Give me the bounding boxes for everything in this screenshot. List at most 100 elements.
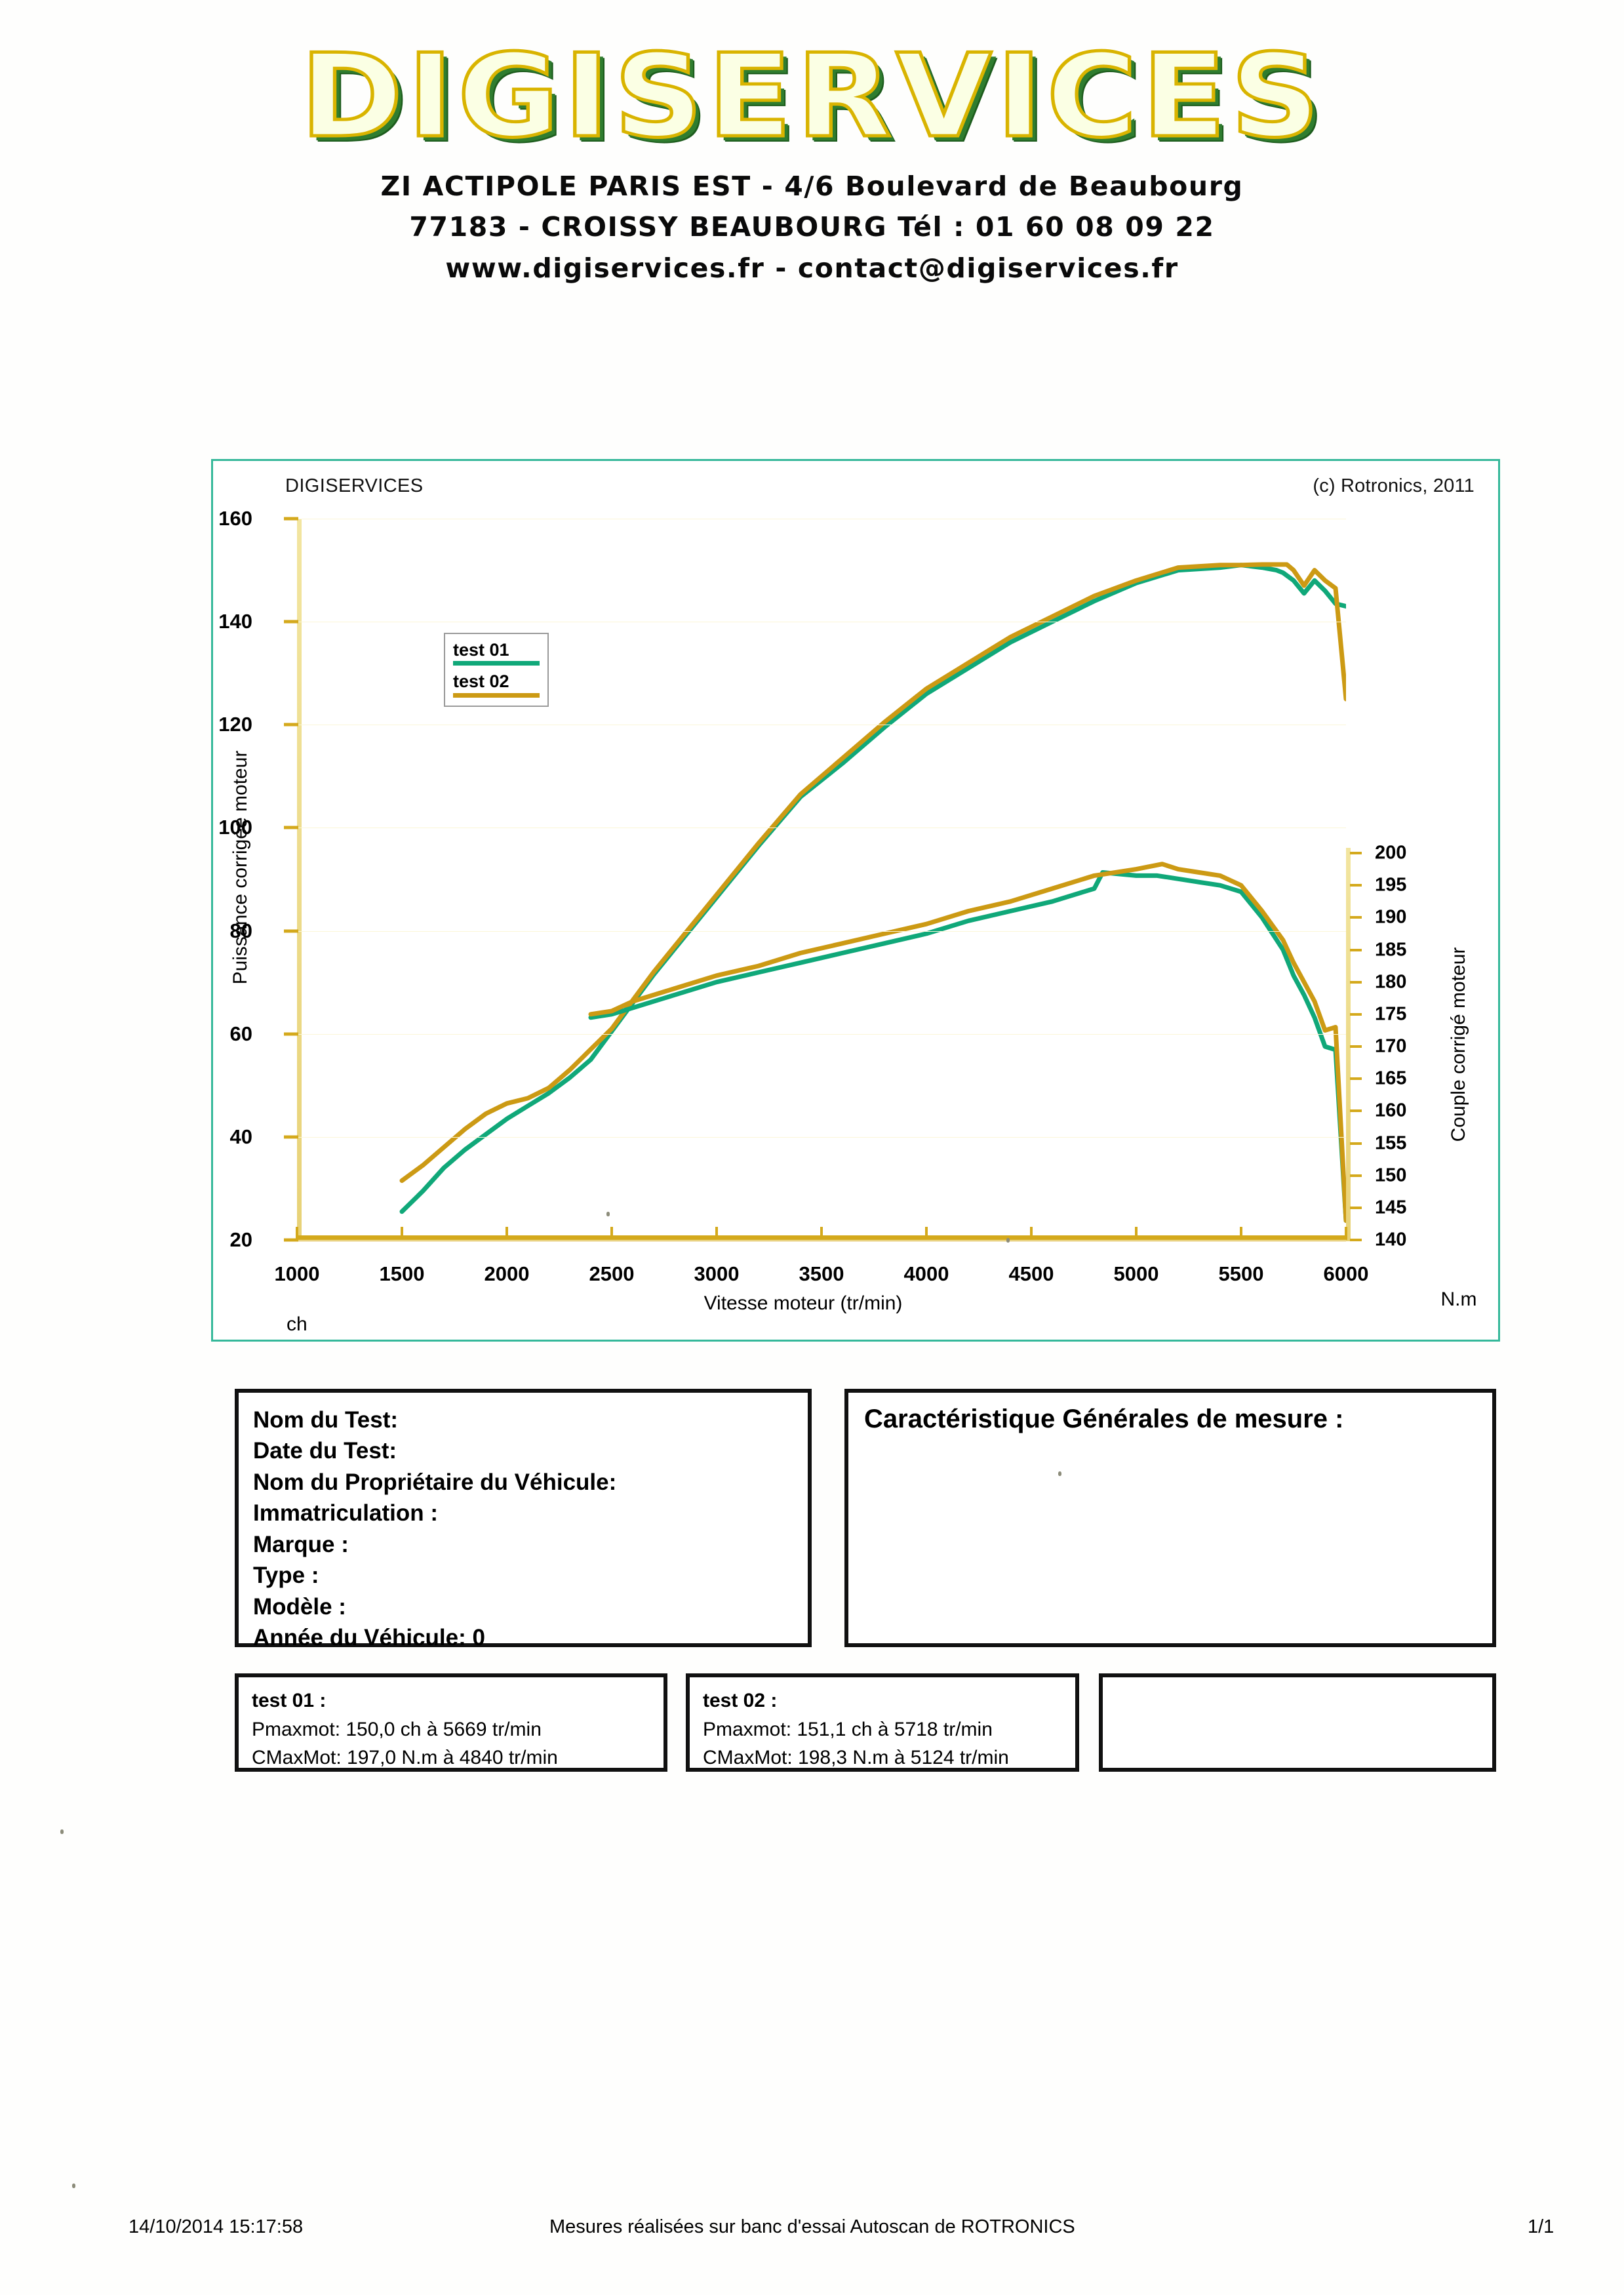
x-tick-mark [401,1227,403,1240]
vehicle-info-box: Nom du Test: Date du Test: Nom du Propri… [235,1389,812,1650]
y-axis-tick-right: 180 [1375,971,1407,993]
y-axis-tick-right: 150 [1375,1165,1407,1186]
y-tick-mark-right [1350,1045,1362,1048]
y-tick-mark [284,929,298,933]
y-tick-mark-right [1350,1206,1362,1209]
y-tick-mark-right [1350,1142,1362,1145]
x-axis-label: Vitesse moteur (tr/min) [703,1292,903,1314]
legend-item-test02: test 02 [453,671,540,698]
field-marque: Marque : [253,1531,349,1557]
curve-layer [399,562,1349,1223]
y-axis-tick-right: 155 [1375,1132,1407,1153]
y-axis-label-right: Couple corrigé moteur [1448,947,1469,1142]
x-axis-tick: 5000 [1113,1262,1159,1285]
y-axis-tick-left: 100 [218,816,252,839]
y-tick-mark-right [1350,948,1362,951]
y-tick-mark-right [1350,980,1362,984]
x-tick-mark [1030,1227,1033,1240]
x-tick-mark [505,1227,508,1240]
result-title-test01: test 01 : [252,1690,327,1711]
scan-speck [606,1212,610,1216]
x-tick-mark [1345,1227,1347,1240]
result-cmax-test02: CMaxMot: 198,3 N.m à 5124 tr/min [703,1747,1009,1768]
result-box-test02: test 02 : Pmaxmot: 151,1 ch à 5718 tr/mi… [686,1673,1079,1772]
chart-title: DIGISERVICES [285,475,424,496]
x-axis-tick: 3000 [694,1262,740,1285]
y-axis-tick-right: 160 [1375,1100,1407,1121]
scan-speck [72,2184,75,2188]
y-axis-tick-left: 140 [218,610,252,633]
caracteristiques-title: Caractéristique Générales de mesure : [864,1405,1344,1433]
footer-timestamp: 14/10/2014 15:17:58 [129,2216,304,2237]
x-axis-tick: 2500 [589,1262,635,1285]
x-tick-mark [296,1227,298,1240]
y-tick-mark-right [1350,852,1362,854]
y-axis-label-left: Puissance corrigée moteur [229,750,251,985]
gridline [297,1033,1346,1035]
curve-test01-left [399,563,1349,1214]
legend-label-test02: test 02 [453,671,509,692]
unit-right: N.m [1440,1288,1477,1310]
address-line-1: ZI ACTIPOLE PARIS EST - 4/6 Boulevard de… [380,170,1244,202]
result-title-test02: test 02 : [703,1690,778,1711]
y-tick-mark-right [1350,1109,1362,1113]
y-tick-mark [284,826,298,829]
y-tick-mark [284,620,298,624]
y-axis-tick-right: 190 [1375,906,1407,928]
y-axis-tick-right: 200 [1375,842,1407,864]
chart-copyright: (c) Rotronics, 2011 [1313,475,1475,496]
y-axis-tick-right: 140 [1375,1229,1407,1250]
y-axis-tick-left: 20 [229,1228,252,1251]
field-modele: Modèle : [253,1593,346,1620]
y-tick-mark-right [1350,1239,1362,1241]
field-date-du-test: Date du Test: [253,1438,397,1464]
legend-swatch-test01 [453,661,540,666]
x-tick-mark [715,1227,718,1240]
y-tick-mark [284,1238,298,1242]
x-tick-mark [1135,1227,1138,1240]
x-axis-tick: 6000 [1323,1262,1369,1285]
gridline [297,1136,1346,1138]
x-tick-mark [820,1227,823,1240]
field-type: Type : [253,1563,319,1589]
y-axis-tick-left: 120 [218,713,252,736]
chart-legend: test 01 test 02 [444,633,549,707]
scan-speck [60,1829,64,1834]
x-tick-mark [1240,1227,1242,1240]
curve-test02-left [399,562,1349,1184]
y-axis-tick-right: 165 [1375,1068,1407,1089]
y-axis-tick-left: 40 [229,1125,252,1148]
y-tick-mark-right [1350,916,1362,919]
y-axis-tick-right: 195 [1375,874,1407,896]
field-immatriculation: Immatriculation : [253,1500,438,1527]
y-axis-tick-right: 170 [1375,1035,1407,1057]
field-proprietaire: Nom du Propriétaire du Véhicule: [253,1469,617,1495]
y-tick-mark [284,1032,298,1036]
legend-label-test01: test 01 [453,640,509,660]
x-axis-tick: 1500 [379,1262,425,1285]
unit-left: ch [287,1313,307,1335]
curve-test01-right [588,870,1349,1223]
y-axis-tick-right: 185 [1375,939,1407,960]
company-address: ZI ACTIPOLE PARIS EST - 4/6 Boulevard de… [0,166,1624,289]
gridline [297,930,1346,932]
y-axis-left [297,519,302,1240]
document-header: DIGISERVICES ZI ACTIPOLE PARIS EST - 4/6… [0,38,1624,289]
address-line-3: www.digiservices.fr - contact@digiservic… [445,252,1179,284]
legend-swatch-test02 [453,692,540,698]
field-nom-du-test: Nom du Test: [253,1407,399,1433]
x-axis-tick: 2000 [484,1262,530,1285]
curve-test02-right [588,862,1349,1223]
x-tick-mark [610,1227,613,1240]
result-pmax-test02: Pmaxmot: 151,1 ch à 5718 tr/min [703,1718,993,1740]
gridline [297,1240,1346,1241]
result-cmax-test01: CMaxMot: 197,0 N.m à 4840 tr/min [252,1747,558,1768]
address-line-2: 77183 - CROISSY BEAUBOURG Tél : 01 60 08… [409,211,1215,243]
result-pmax-test01: Pmaxmot: 150,0 ch à 5669 tr/min [252,1718,542,1740]
result-box-test01: test 01 : Pmaxmot: 150,0 ch à 5669 tr/mi… [235,1673,667,1772]
y-tick-mark [284,723,298,727]
scan-speck [1058,1471,1061,1476]
y-axis-tick-right: 145 [1375,1197,1407,1218]
dyno-chart: DIGISERVICES (c) Rotronics, 2011 Puissan… [211,459,1500,1342]
